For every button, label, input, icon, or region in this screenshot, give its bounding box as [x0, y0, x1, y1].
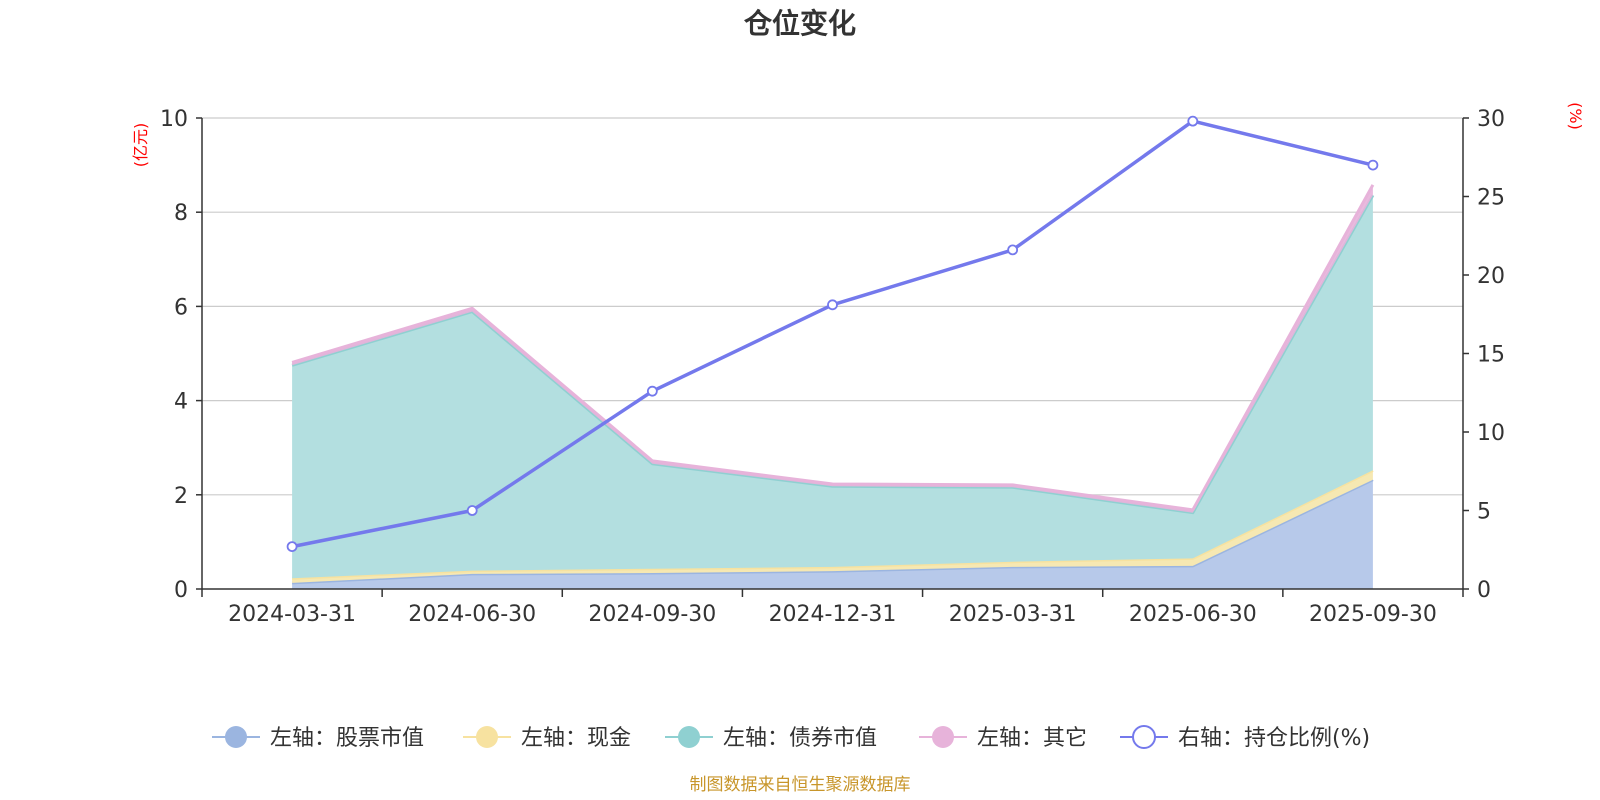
x-tick-label: 2025-06-30	[1129, 602, 1257, 627]
ratio-point	[1007, 244, 1019, 256]
x-tick-label: 2024-06-30	[408, 602, 536, 627]
legend-marker	[1132, 725, 1156, 749]
axes: 0 2 4 6 8 10 0 5 10 15 20 25 30 2024-03-31 2024-06-30 2…	[160, 107, 1505, 627]
legend-label: 左轴：其它	[977, 726, 1087, 751]
left-tick-label: 2	[174, 484, 188, 509]
x-tick-label: 2024-12-31	[769, 602, 897, 627]
ratio-point	[286, 541, 298, 553]
ratio-point	[646, 385, 658, 397]
x-tick-label: 2024-03-31	[228, 602, 356, 627]
legend-label: 右轴：持仓比例(%)	[1178, 726, 1370, 751]
right-tick-label: 25	[1477, 186, 1505, 211]
area-line-3	[291, 184, 1375, 512]
legend-label: 左轴：现金	[521, 726, 631, 751]
left-tick-label: 8	[174, 201, 188, 226]
ratio-line	[286, 115, 1379, 553]
right-tick-label: 10	[1477, 421, 1505, 446]
legend-marker	[678, 726, 700, 748]
left-tick-label: 0	[174, 578, 188, 603]
right-tick-label: 30	[1477, 107, 1505, 132]
ratio-point	[827, 299, 838, 311]
left-axis-unit: (亿元)	[131, 123, 150, 168]
chart-title: 仓位变化	[744, 7, 856, 40]
ratio-point	[466, 505, 478, 516]
area-fill-2	[292, 195, 1373, 579]
x-tick-label: 2024-09-30	[588, 602, 716, 627]
left-tick-label: 4	[174, 390, 188, 415]
ratio-point	[1187, 115, 1199, 127]
left-tick-label: 6	[174, 295, 188, 320]
legend-label: 左轴：股票市值	[270, 726, 424, 751]
legend-marker	[225, 726, 247, 748]
right-tick-label: 0	[1477, 578, 1491, 603]
right-tick-label: 5	[1477, 500, 1491, 525]
x-tick-label: 2025-03-31	[949, 602, 1077, 627]
legend: 左轴：股票市值 左轴：现金 左轴：债券市值 左轴：其它 右轴：持仓比例(%)	[212, 725, 1370, 751]
legend-marker	[932, 726, 954, 748]
stacked-areas	[291, 184, 1375, 589]
ratio-point	[1367, 159, 1379, 171]
legend-label: 左轴：债券市值	[723, 726, 877, 751]
right-axis-unit: (%)	[1566, 102, 1585, 130]
legend-marker	[476, 726, 498, 748]
source-note: 制图数据来自恒生聚源数据库	[690, 775, 911, 795]
x-tick-label: 2025-09-30	[1309, 602, 1437, 627]
right-tick-label: 20	[1477, 264, 1505, 289]
left-tick-label: 10	[160, 107, 188, 132]
right-tick-label: 15	[1477, 343, 1505, 368]
